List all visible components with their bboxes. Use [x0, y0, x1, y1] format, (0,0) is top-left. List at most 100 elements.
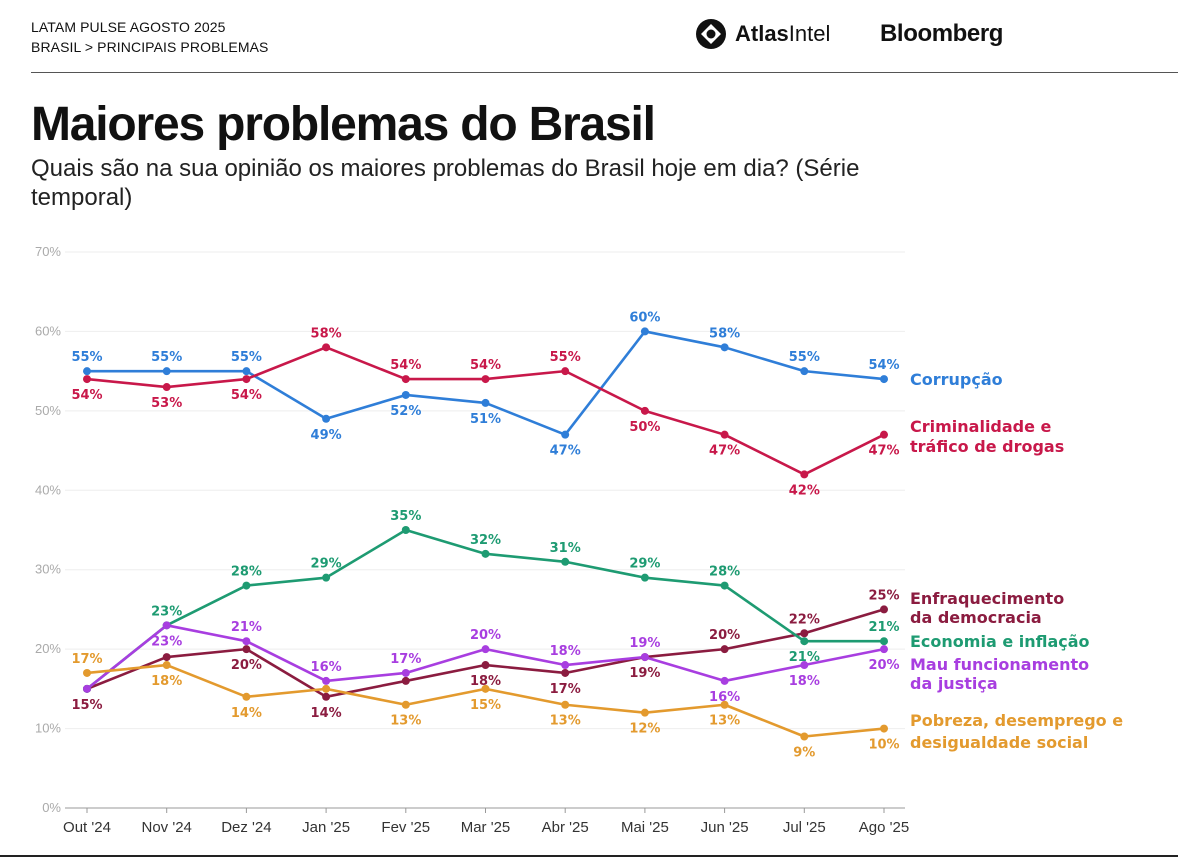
data-label: 21% [231, 620, 262, 635]
data-label: 35% [390, 509, 421, 524]
data-label: 55% [789, 350, 820, 365]
data-label: 12% [629, 722, 660, 737]
data-point [481, 645, 490, 654]
data-label: 29% [311, 557, 342, 572]
data-point [720, 430, 729, 439]
data-label: 28% [231, 565, 262, 580]
atlasintel-logo: AtlasIntel [695, 18, 830, 50]
data-label: 23% [151, 634, 182, 649]
y-tick-label: 60% [35, 323, 61, 338]
series-label: da justiça [910, 674, 998, 693]
data-label: 23% [151, 604, 182, 619]
data-point [162, 653, 171, 662]
data-label: 25% [868, 588, 899, 603]
survey-name: LATAM PULSE AGOSTO 2025 [31, 19, 226, 35]
data-label: 54% [868, 358, 899, 373]
data-point [322, 676, 331, 685]
chart-subtitle: Quais são na sua opinião os maiores prob… [31, 155, 860, 211]
data-point [720, 645, 729, 654]
data-label: 47% [868, 444, 899, 459]
data-label: 28% [709, 565, 740, 580]
data-label: 18% [151, 674, 182, 689]
atlas-diamond-icon [696, 19, 726, 49]
data-point [880, 724, 888, 733]
data-point [481, 661, 490, 670]
data-label: 55% [231, 350, 262, 365]
data-label: 51% [470, 412, 501, 427]
data-label: 47% [709, 444, 740, 459]
data-label: 19% [629, 636, 660, 651]
data-point [83, 668, 91, 677]
data-label: 21% [789, 650, 820, 665]
data-point [83, 375, 91, 384]
data-point [561, 557, 570, 566]
y-tick-label: 70% [35, 244, 61, 259]
data-point [640, 327, 649, 336]
data-point [640, 406, 649, 415]
data-label: 18% [789, 674, 820, 689]
data-label: 58% [709, 326, 740, 341]
series-label: tráfico de drogas [910, 437, 1064, 456]
x-tick-label: Mar '25 [461, 819, 511, 836]
data-point [162, 383, 171, 392]
data-label: 53% [151, 396, 182, 411]
data-label: 20% [231, 658, 262, 673]
data-label: 58% [311, 326, 342, 341]
data-label: 15% [470, 698, 501, 713]
header-divider [31, 72, 1178, 73]
series-label: Corrupção [910, 370, 1003, 389]
data-point [322, 684, 331, 693]
data-point [322, 692, 331, 701]
data-label: 55% [151, 350, 182, 365]
data-point [720, 581, 729, 590]
series-label: Mau funcionamento [910, 655, 1089, 674]
data-point [242, 581, 251, 590]
series-label: desigualdade social [910, 733, 1088, 752]
data-label: 17% [390, 652, 421, 667]
data-point [242, 637, 251, 646]
data-point [481, 684, 490, 693]
footer-divider [0, 855, 1178, 857]
series-label: Criminalidade e [910, 417, 1052, 436]
data-point [162, 661, 171, 670]
x-tick-label: Out '24 [63, 819, 111, 836]
data-label: 52% [390, 404, 421, 419]
data-label: 20% [868, 658, 899, 673]
data-label: 14% [311, 706, 342, 721]
data-point [83, 367, 91, 376]
y-tick-label: 10% [35, 721, 61, 736]
data-point [401, 700, 410, 709]
data-point [561, 700, 570, 709]
data-label: 47% [550, 444, 581, 459]
data-label: 15% [71, 698, 102, 713]
data-point [720, 343, 729, 352]
data-point [561, 367, 570, 376]
data-label: 32% [470, 533, 501, 548]
x-tick-label: Jan '25 [302, 819, 350, 836]
breadcrumb-path: BRASIL > PRINCIPAIS PROBLEMAS [31, 39, 269, 55]
data-label: 13% [709, 714, 740, 729]
data-label: 54% [231, 388, 262, 403]
data-point [800, 661, 809, 670]
x-tick-label: Nov '24 [142, 819, 192, 836]
data-point [880, 430, 888, 439]
data-label: 20% [470, 628, 501, 643]
data-label: 16% [709, 690, 740, 705]
data-label: 55% [550, 350, 581, 365]
atlas-logo-text: AtlasIntel [735, 21, 831, 46]
data-label: 9% [793, 746, 815, 761]
data-point [640, 708, 649, 717]
data-point [162, 621, 171, 630]
x-tick-label: Jul '25 [783, 819, 826, 836]
data-label: 13% [390, 714, 421, 729]
series-label: Pobreza, desemprego e [910, 711, 1123, 730]
data-point [880, 637, 888, 646]
x-tick-label: Jun '25 [701, 819, 749, 836]
data-label: 55% [71, 350, 102, 365]
data-point [162, 367, 171, 376]
data-label: 17% [71, 652, 102, 667]
data-point [880, 605, 888, 614]
data-point [401, 375, 410, 384]
data-label: 20% [709, 628, 740, 643]
data-point [83, 684, 91, 693]
